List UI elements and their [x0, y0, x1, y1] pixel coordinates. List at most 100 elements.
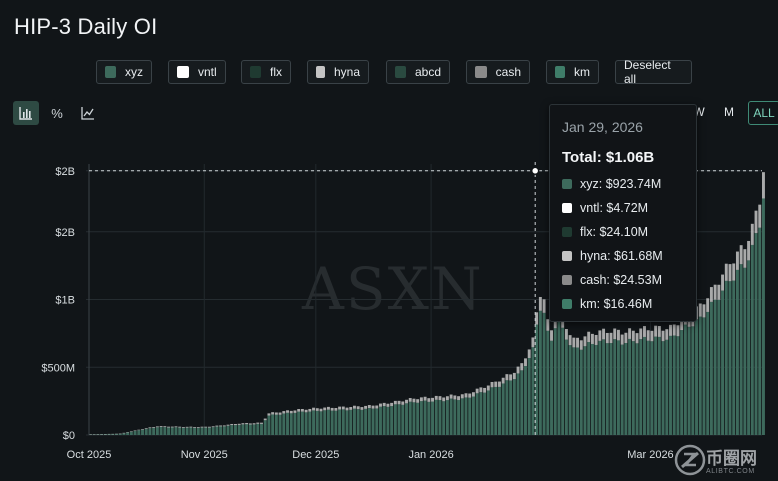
legend-chip-abcd[interactable]: abcd: [386, 60, 450, 84]
tooltip-total: Total: $1.06B: [562, 149, 655, 166]
legend-chip-vntl[interactable]: vntl: [168, 60, 226, 84]
bar-segment-other: [583, 336, 587, 347]
bar-segment-other: [159, 426, 163, 427]
tooltip-row-text: cash: $24.53M: [580, 273, 662, 287]
bar-segment-other: [624, 332, 628, 343]
deselect-all-button[interactable]: Deselect all: [615, 58, 692, 86]
bar-segment-other: [762, 172, 765, 199]
bar-segment-other: [271, 412, 275, 415]
legend-chip-xyz[interactable]: xyz: [96, 60, 152, 84]
bar-segment-other: [631, 330, 635, 342]
bar-segment-other: [405, 399, 408, 404]
x-tick-label: Oct 2025: [67, 449, 112, 461]
page-title: HIP-3 Daily OI: [14, 14, 158, 39]
legend-label: flx: [270, 65, 282, 79]
bar-segment-other: [579, 340, 583, 350]
legend-chip-cash[interactable]: cash: [466, 60, 530, 84]
line-chart-toggle[interactable]: [75, 101, 101, 125]
bar-segment-other: [103, 434, 107, 435]
range-month-button[interactable]: M: [721, 101, 737, 123]
bar-segment-other: [423, 396, 427, 401]
bar-segment-other: [111, 433, 115, 435]
range-week-button[interactable]: W: [692, 101, 706, 123]
bar-segment-xyz: [379, 406, 382, 435]
bar-segment-xyz: [669, 335, 672, 435]
bar-segment-other: [96, 434, 100, 435]
bar-segment-other: [122, 432, 126, 434]
bar-segment-xyz: [687, 326, 691, 435]
bar-segment-xyz: [163, 427, 167, 435]
bar-segment-xyz: [471, 396, 475, 435]
bar-segment-xyz: [356, 409, 360, 435]
bar-segment-other: [501, 377, 505, 384]
bar-segment-xyz: [683, 324, 687, 435]
bar-segment-xyz: [464, 397, 468, 435]
bar-segment-other: [646, 330, 650, 341]
bar-segment-other: [419, 397, 423, 402]
bar-segment-other: [665, 329, 669, 340]
bar-segment-other: [568, 335, 572, 346]
bar-segment-other: [628, 328, 632, 339]
bar-segment-xyz: [412, 402, 416, 435]
bar-segment-other: [509, 374, 513, 381]
deselect-all-label: Deselect all: [624, 58, 671, 86]
bar-segment-xyz: [475, 393, 479, 435]
bar-segment-other: [189, 426, 193, 428]
bar-segment-other: [490, 381, 494, 388]
bar-segment-other: [393, 400, 397, 405]
tooltip-row-cash: cash: $24.53M: [562, 272, 662, 288]
bar-segment-xyz: [646, 340, 650, 435]
bar-segment-xyz: [260, 423, 263, 435]
legend: xyz vntl flx hyna abcd cash km Deselect …: [0, 58, 778, 86]
bar-segment-xyz: [483, 392, 487, 435]
bar-segment-xyz: [326, 409, 330, 435]
bar-segment-xyz: [739, 264, 743, 435]
bar-segment-xyz: [293, 412, 297, 435]
bar-segment-xyz: [405, 403, 408, 435]
bar-segment-other: [524, 358, 527, 367]
legend-chip-km[interactable]: km: [546, 60, 599, 84]
bar-segment-xyz: [289, 413, 293, 435]
bar-segment-xyz: [702, 317, 706, 435]
legend-swatch: [177, 66, 189, 78]
bar-segment-other: [408, 398, 412, 402]
bar-segment-xyz: [728, 281, 732, 435]
bar-segment-xyz: [423, 400, 427, 435]
bar-segment-other: [345, 407, 349, 411]
bar-segment-xyz: [222, 426, 226, 435]
legend-chip-hyna[interactable]: hyna: [307, 60, 369, 84]
bar-segment-other: [308, 408, 312, 412]
bar-segment-xyz: [390, 406, 394, 435]
bar-segment-xyz: [457, 400, 461, 435]
bar-segment-xyz: [267, 415, 271, 435]
bar-segment-xyz: [721, 290, 725, 435]
bar-segment-other: [516, 366, 520, 374]
bar-segment-other: [471, 392, 475, 397]
bar-segment-other: [126, 432, 130, 433]
percent-toggle[interactable]: %: [44, 101, 70, 125]
bar-segment-xyz: [364, 408, 368, 435]
tooltip-swatch: [562, 299, 572, 309]
bar-segment-other: [390, 402, 394, 407]
bar-segment-xyz: [419, 401, 423, 435]
site-url: ALIBTC.COM: [706, 468, 755, 475]
bar-segment-xyz: [237, 424, 241, 435]
bar-segment-other: [464, 393, 468, 398]
bar-segment-xyz: [107, 434, 111, 435]
bar-segment-other: [341, 406, 345, 410]
bar-segment-other: [167, 426, 171, 428]
bar-segment-xyz: [207, 427, 211, 435]
bar-chart-toggle[interactable]: [13, 101, 39, 125]
bar-segment-other: [587, 331, 591, 343]
bar-segment-other: [155, 426, 159, 428]
bar-segment-other: [248, 423, 252, 425]
bar-segment-other: [616, 329, 620, 341]
bar-segment-other: [193, 426, 197, 428]
bar-segment-xyz: [520, 370, 524, 435]
bar-segment-other: [460, 394, 464, 399]
range-all-button[interactable]: ALL: [748, 101, 778, 125]
legend-chip-flx[interactable]: flx: [241, 60, 291, 84]
bar-segment-other: [178, 426, 182, 428]
bar-segment-xyz: [133, 430, 137, 435]
